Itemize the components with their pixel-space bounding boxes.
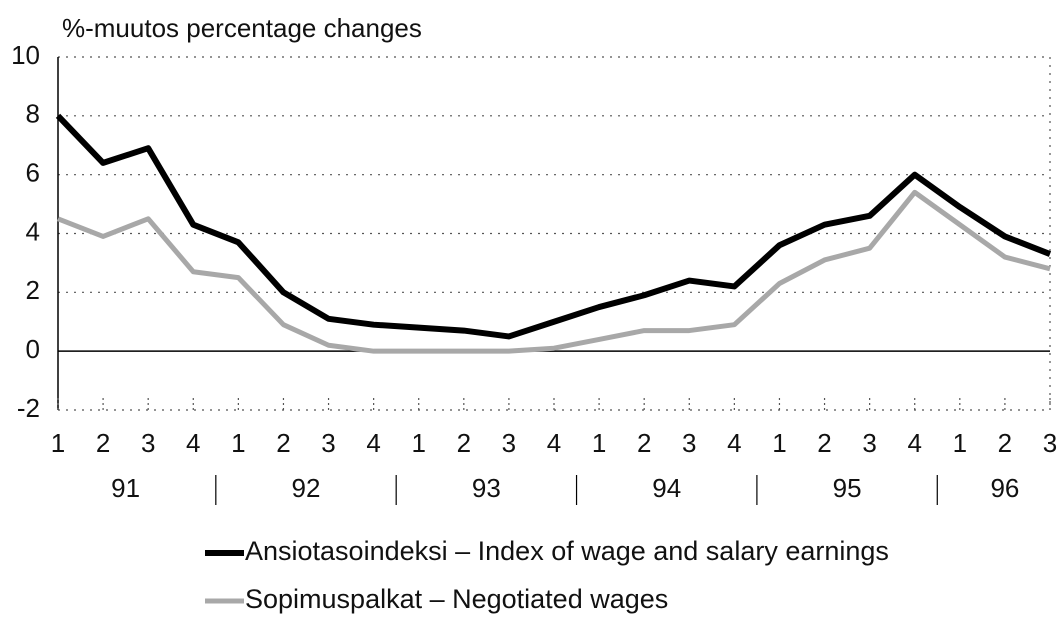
year-label: 93 <box>472 473 501 503</box>
y-tick-label: 4 <box>26 216 40 246</box>
x-tick-label: 2 <box>96 428 110 458</box>
x-tick-label: 3 <box>141 428 155 458</box>
y-tick-label: -2 <box>17 393 40 423</box>
x-tick-label: 2 <box>998 428 1012 458</box>
x-tick-label: 2 <box>276 428 290 458</box>
series-line <box>57 189 1051 354</box>
x-tick-label: 4 <box>186 428 200 458</box>
y-tick-label: 0 <box>26 334 40 364</box>
x-tick-label: 1 <box>953 428 967 458</box>
x-tick-label: 1 <box>772 428 786 458</box>
x-tick-label: 1 <box>231 428 245 458</box>
x-tick-label: 3 <box>682 428 696 458</box>
series-line <box>55 113 1052 340</box>
y-tick-label: 6 <box>26 158 40 188</box>
x-tick-label: 3 <box>321 428 335 458</box>
x-tick-label: 4 <box>907 428 921 458</box>
year-label: 92 <box>292 473 321 503</box>
x-tick-label: 2 <box>457 428 471 458</box>
y-tick-label: 10 <box>11 40 40 70</box>
x-tick-label: 3 <box>502 428 516 458</box>
x-tick-label: 2 <box>637 428 651 458</box>
x-tick-label: 3 <box>1043 428 1057 458</box>
x-tick-label: 4 <box>727 428 741 458</box>
legend-label: Ansiotasoindeksi – Index of wage and sal… <box>245 536 889 566</box>
x-tick-label: 1 <box>411 428 425 458</box>
x-tick-label: 1 <box>51 428 65 458</box>
x-tick-label: 2 <box>817 428 831 458</box>
y-tick-label: 2 <box>26 275 40 305</box>
x-tick-label: 4 <box>366 428 380 458</box>
year-label: 91 <box>111 473 140 503</box>
year-label: 96 <box>990 473 1019 503</box>
x-tick-label: 1 <box>592 428 606 458</box>
year-label: 94 <box>652 473 681 503</box>
legend-label: Sopimuspalkat – Negotiated wages <box>245 584 668 614</box>
year-label: 95 <box>833 473 862 503</box>
x-tick-label: 3 <box>862 428 876 458</box>
y-tick-label: 8 <box>26 99 40 129</box>
x-tick-label: 4 <box>547 428 561 458</box>
chart-title: %-muutos percentage changes <box>62 13 422 43</box>
